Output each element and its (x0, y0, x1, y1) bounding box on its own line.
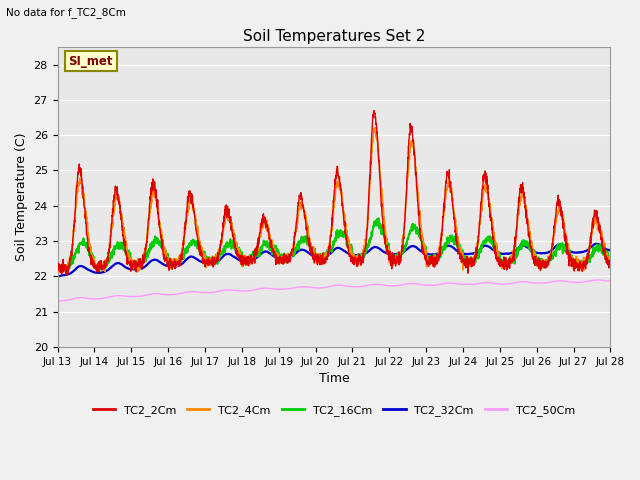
X-axis label: Time: Time (319, 372, 349, 385)
Title: Soil Temperatures Set 2: Soil Temperatures Set 2 (243, 29, 425, 44)
Y-axis label: Soil Temperature (C): Soil Temperature (C) (15, 132, 28, 261)
Text: No data for f_TC2_8Cm: No data for f_TC2_8Cm (6, 7, 126, 18)
Text: SI_met: SI_met (68, 55, 113, 68)
Legend: TC2_2Cm, TC2_4Cm, TC2_16Cm, TC2_32Cm, TC2_50Cm: TC2_2Cm, TC2_4Cm, TC2_16Cm, TC2_32Cm, TC… (88, 400, 580, 420)
